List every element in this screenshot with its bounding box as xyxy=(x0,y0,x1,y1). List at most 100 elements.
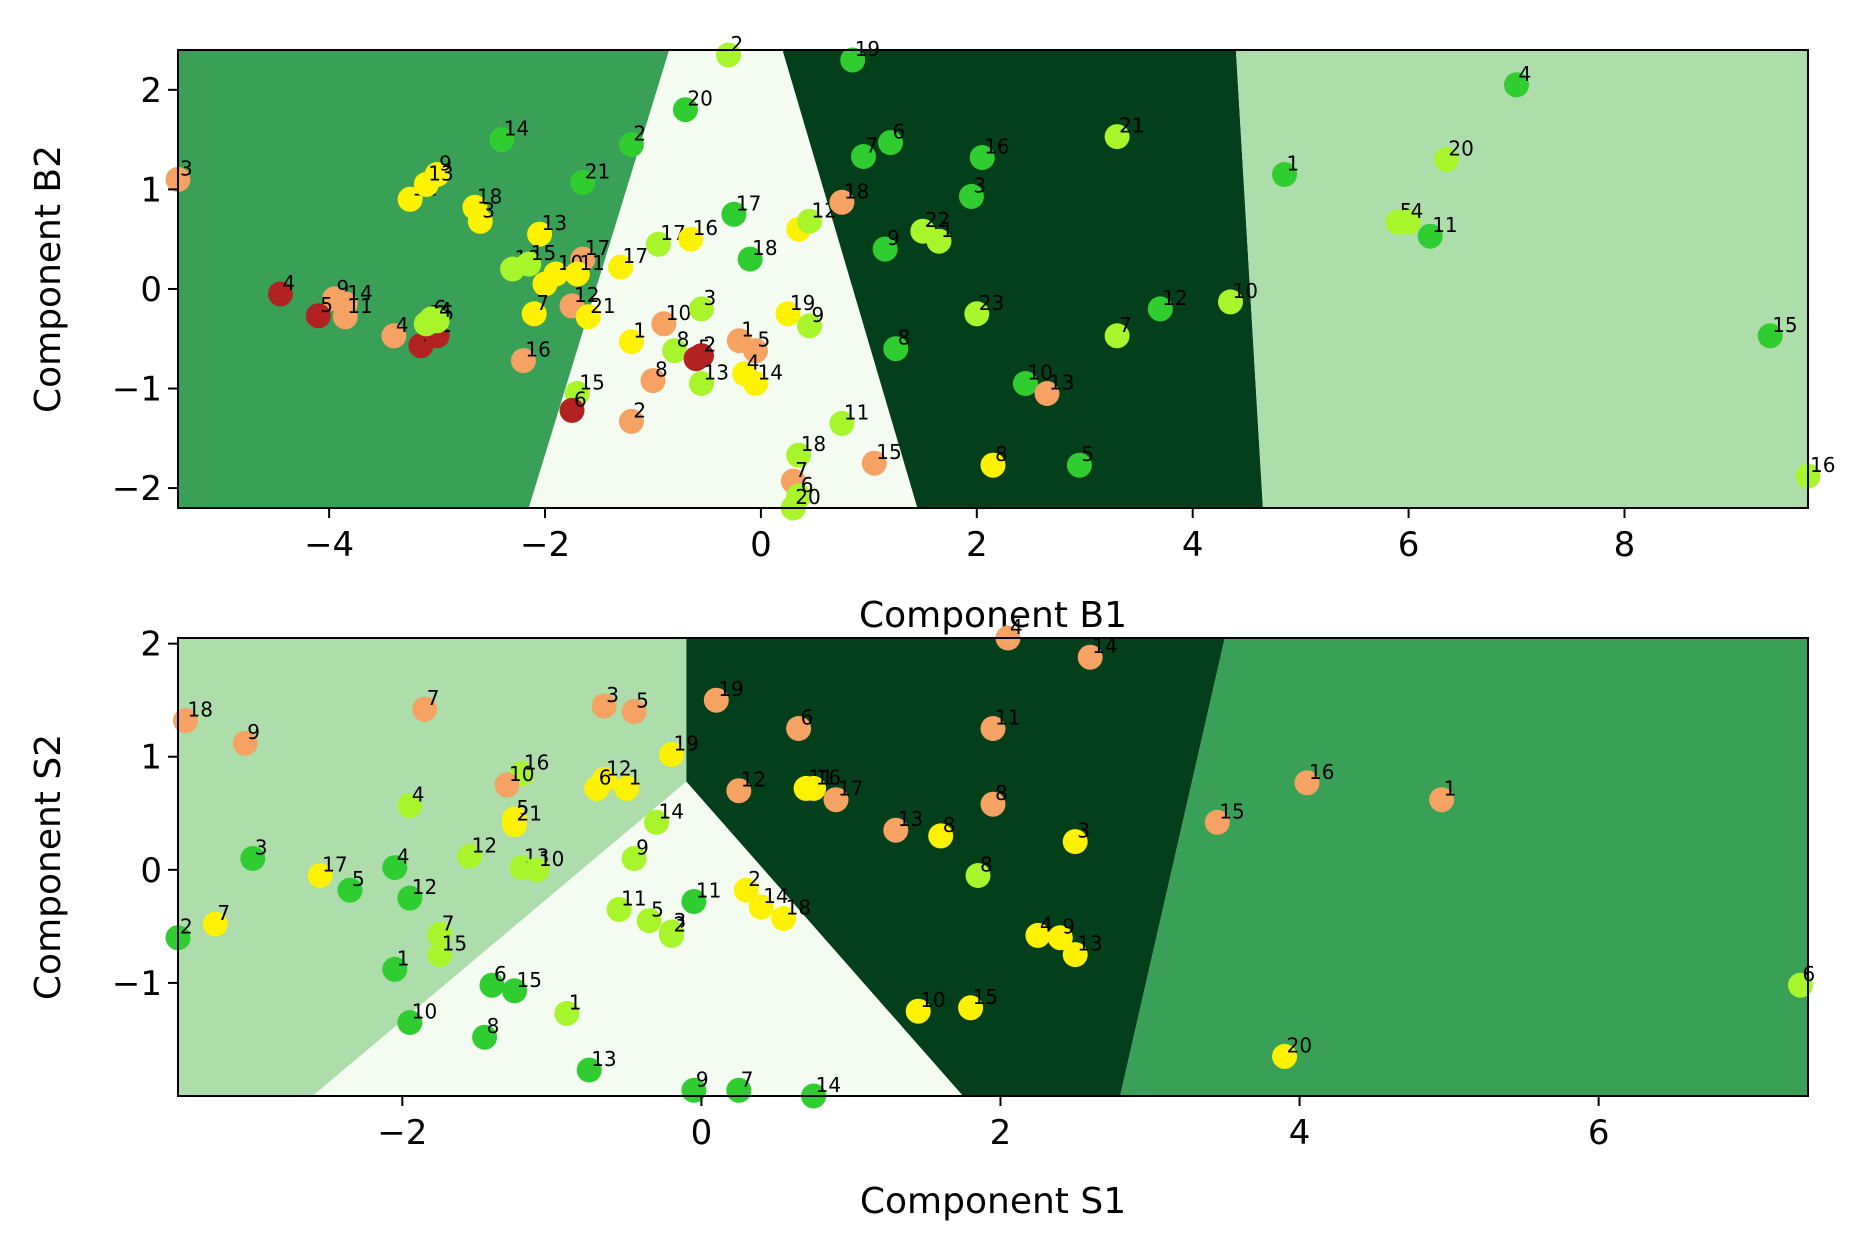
point-label: 14 xyxy=(659,799,684,823)
scatter-point xyxy=(1757,323,1783,349)
scatter-point xyxy=(591,693,617,719)
point-label: 10 xyxy=(920,988,945,1012)
scatter-point xyxy=(1204,809,1230,835)
scatter-point xyxy=(268,281,293,307)
scatter-point xyxy=(689,371,714,396)
scatter-point xyxy=(467,208,493,234)
y-axis-label: Component S2 xyxy=(28,734,69,1000)
y-tick-label: −1 xyxy=(112,964,162,1004)
region-B xyxy=(178,50,670,508)
point-label: 8 xyxy=(995,442,1008,466)
point-label: 21 xyxy=(585,159,610,183)
scatter-point xyxy=(775,301,801,327)
region-D xyxy=(178,638,687,1096)
scatter-point xyxy=(397,885,423,911)
region-C xyxy=(686,638,1225,1096)
scatter-point xyxy=(614,775,640,801)
x-tick-label: 4 xyxy=(1289,1113,1311,1153)
point-label: 11 xyxy=(844,400,869,424)
point-label: 12 xyxy=(472,833,497,857)
point-label: 21 xyxy=(517,802,542,826)
point-label: 9 xyxy=(812,303,825,327)
scatter-point xyxy=(678,226,704,252)
point-label: 5 xyxy=(636,689,649,713)
scatter-point xyxy=(397,1010,423,1035)
point-label: 5 xyxy=(320,293,333,317)
point-label: 16 xyxy=(1810,453,1835,477)
point-label: 15 xyxy=(973,985,998,1009)
scatter-point xyxy=(397,792,423,818)
point-label: 3 xyxy=(704,286,717,310)
point-label: 11 xyxy=(1432,213,1457,237)
x-tick-label: 4 xyxy=(1182,525,1204,565)
scatter-point xyxy=(681,889,707,914)
scatter-point xyxy=(721,201,747,227)
scatter-point xyxy=(554,1000,580,1026)
point-label: 8 xyxy=(487,1014,500,1038)
point-label: 1 xyxy=(569,990,582,1014)
region-B xyxy=(1120,638,1808,1096)
y-tick-label: 1 xyxy=(140,170,162,210)
point-label: 15 xyxy=(579,371,604,395)
point-label: 7 xyxy=(741,1067,754,1091)
x-tick-label: 6 xyxy=(1588,1113,1610,1153)
point-label: 15 xyxy=(442,932,467,956)
y-tick-label: 0 xyxy=(140,851,162,891)
point-label: 10 xyxy=(1233,279,1258,303)
scatter-point xyxy=(645,231,671,257)
point-label: 4 xyxy=(439,298,452,322)
scatter-point xyxy=(905,998,931,1024)
point-label: 7 xyxy=(442,911,455,935)
scatter-point xyxy=(1504,72,1529,98)
point-label: 19 xyxy=(718,677,743,701)
point-label: 19 xyxy=(790,291,815,315)
x-tick-label: 8 xyxy=(1614,525,1636,565)
point-label: 12 xyxy=(741,768,766,792)
x-tick-label: −4 xyxy=(304,525,354,565)
point-label: 10 xyxy=(412,1000,437,1024)
scatter-point xyxy=(1062,829,1088,855)
point-label: 18 xyxy=(188,698,213,722)
scatter-point xyxy=(662,338,688,364)
scatter-point xyxy=(494,772,520,798)
point-label: 7 xyxy=(217,901,230,925)
scatter-point xyxy=(786,442,812,468)
scatter-point xyxy=(1025,922,1051,948)
scatter-point xyxy=(644,809,669,835)
scatter-point xyxy=(397,186,423,212)
point-label: 1 xyxy=(397,946,410,970)
scatter-point xyxy=(878,130,903,156)
scatter-point xyxy=(829,410,855,436)
point-label: 13 xyxy=(591,1047,616,1071)
scatter-point xyxy=(636,908,662,934)
scatter-point xyxy=(659,922,684,948)
point-label: 16 xyxy=(524,751,549,775)
scatter-point xyxy=(829,189,855,215)
point-label: 16 xyxy=(693,216,718,240)
region-C xyxy=(782,50,1263,508)
point-label: 22 xyxy=(925,208,950,232)
y-axis-label: Component B2 xyxy=(28,145,69,413)
point-label: 5 xyxy=(758,328,771,352)
x-tick-label: 6 xyxy=(1398,525,1420,565)
point-label: 7 xyxy=(427,686,440,710)
scatter-point xyxy=(689,296,714,322)
point-label: 20 xyxy=(1287,1033,1312,1057)
point-label: 10 xyxy=(666,301,691,325)
point-label: 5 xyxy=(352,867,365,891)
point-label: 4 xyxy=(396,313,409,337)
scatter-point xyxy=(823,787,849,813)
decision-regions xyxy=(178,638,1808,1096)
point-label: 1 xyxy=(1287,152,1300,176)
point-label: 6 xyxy=(574,387,587,411)
scatter-point xyxy=(689,343,714,369)
point-label: 15 xyxy=(531,241,556,265)
point-label: 17 xyxy=(585,236,610,260)
point-label: 12 xyxy=(574,283,599,307)
point-label: 1 xyxy=(941,218,954,242)
point-label: 21 xyxy=(1119,114,1144,138)
point-label: 2 xyxy=(633,122,646,146)
point-label: 14 xyxy=(347,281,372,305)
scatter-point xyxy=(173,708,198,734)
scatter-point xyxy=(797,313,822,339)
